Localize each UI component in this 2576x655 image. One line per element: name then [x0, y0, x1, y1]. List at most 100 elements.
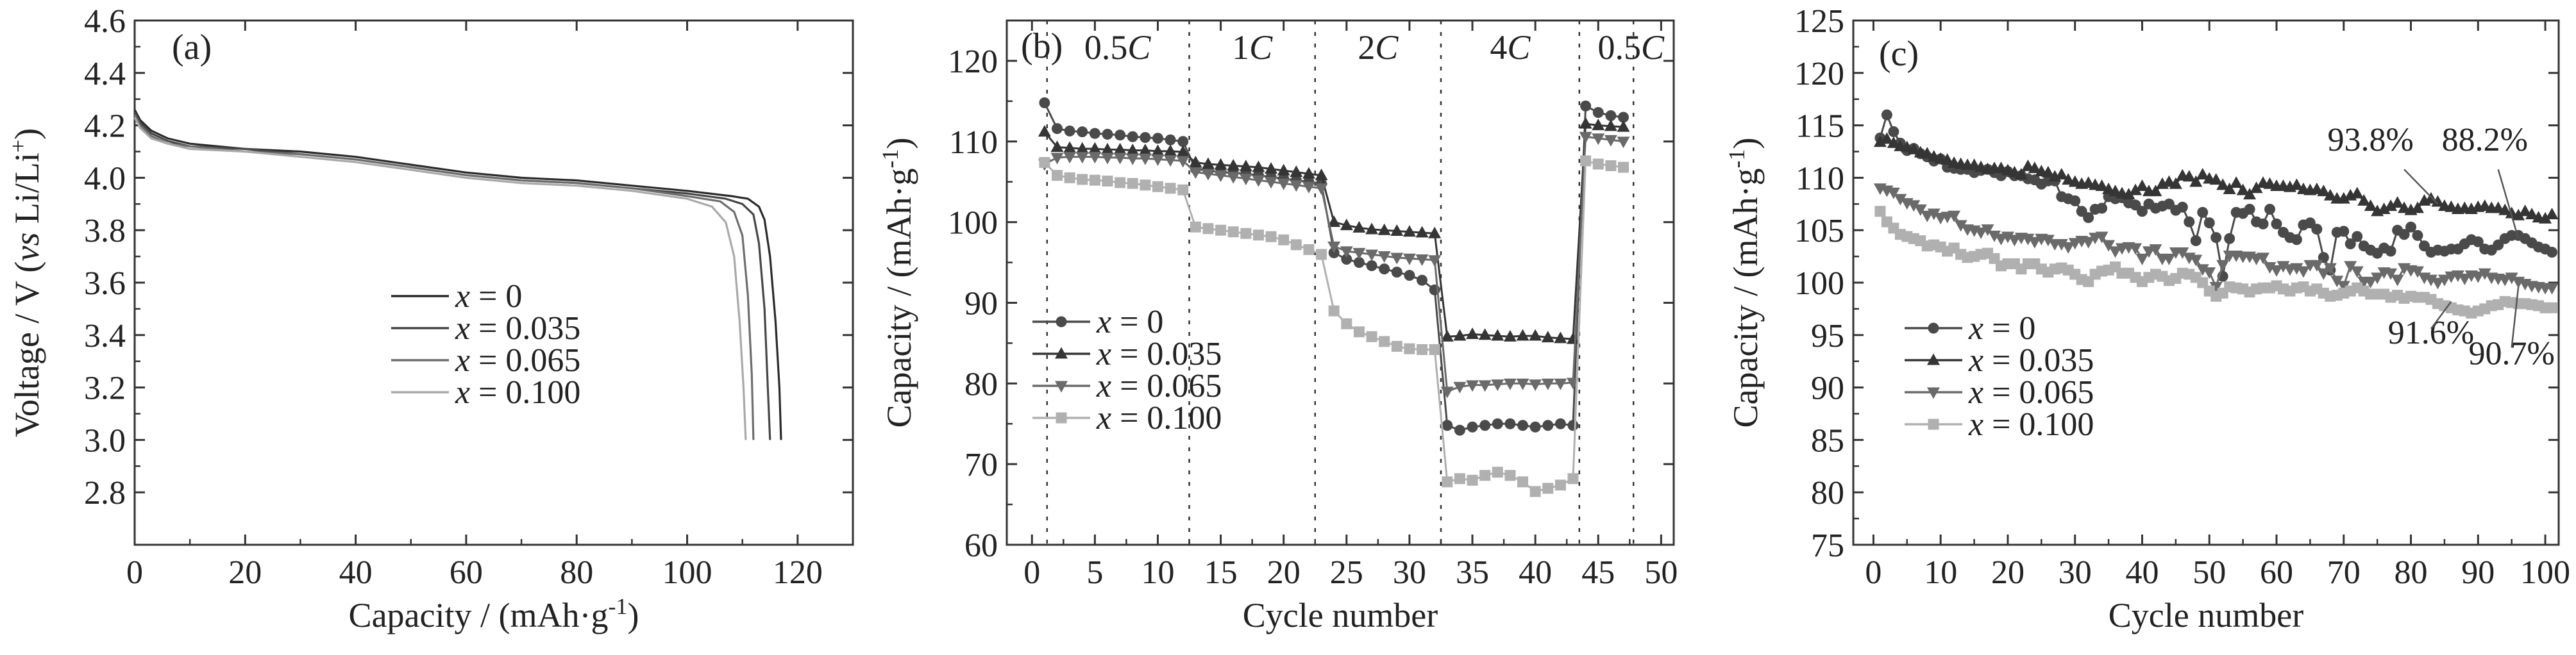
panel-c-series-0-point [2190, 235, 2201, 247]
panel-b-legend-var: x [1096, 304, 1111, 340]
panel-a-legend-eq: = 0.065 [470, 342, 580, 379]
panel-b-series-2-point [1377, 251, 1391, 263]
panel-c-series-1-point [2525, 208, 2539, 220]
panel-a-series-line-0 [133, 109, 782, 440]
panel-b-series-3-point [1391, 340, 1402, 352]
panel-b-rate-label: 2C [1358, 28, 1399, 67]
panel-b-series-0-point [1580, 100, 1592, 112]
panel-b-series-3-point [1215, 224, 1227, 236]
panel-c-series-2-point [2189, 254, 2203, 267]
panel-c-series-3-point [2197, 277, 2209, 288]
panel-b-x-tick-label: 35 [1456, 554, 1489, 591]
panel-c-series-3-point [1874, 206, 1886, 217]
panel-b-series-1-point [1327, 215, 1341, 228]
panel-b-series-3-point [1051, 170, 1063, 181]
panel-b-series-2-point [1063, 152, 1077, 164]
panel-b-rate-label-c: C [1641, 28, 1665, 67]
panel-c-series-1-point [2411, 201, 2424, 213]
panel-b-series-3-point [1252, 229, 1264, 241]
panel-c-series-1-point [2230, 176, 2243, 188]
panel-b-series-1-point [1579, 117, 1592, 129]
panel-b-series-1-point [1201, 157, 1215, 169]
panel-c-y-axis-label: Capacity / (mAh·g-1) [1724, 138, 1765, 428]
panel-c-series-2-point [2102, 240, 2116, 252]
panel-b-series-3-point [1341, 318, 1352, 329]
panel-b-series-2-point [1592, 133, 1605, 145]
panel-c-series-2-point [1974, 227, 1988, 239]
panel-b-series-1-point [1050, 140, 1064, 153]
panel-c-legend-marker [1928, 322, 1939, 334]
panel-b-series-3-point [1089, 174, 1100, 186]
panel-c-series-0-point [2472, 236, 2484, 247]
panel-c-series-1-point [2384, 199, 2398, 211]
panel-c-series-2-point [1981, 224, 1994, 236]
panel-b-rate-label: 4C [1490, 28, 1531, 67]
panel-c-series-2-point [1988, 230, 2001, 242]
panel-b-legend-var: x [1096, 400, 1111, 436]
panel-b-series-0-point [1417, 274, 1428, 286]
panel-c-x-tick-label: 100 [2520, 554, 2570, 591]
panel-b-series-3-point [1353, 326, 1365, 338]
panel-c-legend-marker [1928, 419, 1939, 430]
panel-b-series-1-point [1415, 226, 1429, 238]
panel-b-series-0-point [1529, 421, 1541, 433]
panel-c-series-1-point [2014, 167, 2028, 179]
panel-b-series-3-point [1165, 183, 1176, 194]
panel-c-series-0-point [2344, 238, 2356, 249]
panel-b-series-0-point [1479, 420, 1491, 431]
panel-b-series-1-point [1365, 222, 1379, 235]
panel-c-series-0-point [1881, 109, 1892, 120]
panel-c-series-0-point [2398, 229, 2410, 240]
panel-a-x-tick-label: 120 [773, 554, 823, 591]
panel-b-series-2-point [1604, 135, 1617, 147]
panel-c-series-2-point [2391, 274, 2404, 286]
panel-b-series-1-point [1138, 144, 1152, 156]
panel-c-series-2-point [2471, 271, 2485, 283]
panel-b-series-1-point [1592, 119, 1605, 131]
panel-c-series-2-point [2263, 261, 2277, 274]
panel-c-annotation-pointer [2430, 301, 2452, 329]
panel-c-label: (c) [1879, 34, 1919, 74]
panel-b-series-0-point [1177, 136, 1189, 147]
panel-b-series-0-point [1542, 420, 1554, 431]
panel-b-legend-label: x = 0.065 [1096, 368, 1222, 404]
panel-c-series-1-point [1940, 153, 1954, 165]
panel-b-series-1-point [1352, 220, 1366, 233]
panel-b-series-2-point [1491, 379, 1504, 392]
panel-b-legend-marker [1056, 412, 1067, 424]
panel-b-series-1-point [1277, 163, 1290, 176]
panel-b-x-axis-label: Cycle number [1243, 596, 1438, 634]
panel-b-series-1-point [1252, 160, 1265, 172]
panel-b-series-2-point [1075, 152, 1089, 164]
panel-c-series-2-point [2424, 274, 2437, 286]
panel-b-rate-chart: (b) 0 5 10 15 20 25 30 35 40 45 506070809010011012… [877, 19, 1678, 634]
panel-c-x-tick-label: 90 [2461, 554, 2495, 591]
panel-b-series-3-point [1618, 162, 1629, 173]
panel-c-legend-eq: = 0.100 [1983, 406, 2094, 443]
panel-c-y-tick-label: 100 [1794, 265, 1844, 302]
panel-b-x-tick-label: 40 [1519, 554, 1552, 591]
panel-b-x-tick-label: 25 [1330, 554, 1363, 591]
panel-b-rate-label-c: C [1375, 28, 1399, 67]
panel-c-series-1-point [1887, 136, 1900, 148]
panel-b-series-3-point [1102, 175, 1113, 187]
panel-c-series-1-point [2216, 178, 2230, 190]
panel-b-series-3-point [1442, 476, 1453, 488]
panel-b-series-2-point [1176, 156, 1190, 168]
panel-a-legend-label: x = 0.100 [455, 374, 580, 411]
panel-b-series-1-point [1227, 159, 1240, 171]
panel-c-retention-annotation: 93.8% [2328, 122, 2414, 158]
panel-c-series-0-point [2083, 212, 2094, 224]
panel-c-x-tick-label: 60 [2260, 554, 2293, 591]
panel-a-legend-eq: = 0.100 [470, 374, 580, 411]
panel-a-series-group [133, 109, 782, 440]
panel-b-x-tick-label: 5 [1086, 554, 1103, 591]
panel-c-x-tick-label: 80 [2395, 554, 2428, 591]
panel-c-y-tick-label: 120 [1794, 56, 1844, 92]
panel-c-y-tick-label: 80 [1811, 475, 1844, 511]
panel-b-series-2-point [1428, 255, 1442, 267]
panel-a-legend-var: x [455, 342, 470, 379]
panel-b-x-tick-label: 50 [1644, 554, 1678, 591]
panel-c-series-2-point [2109, 246, 2122, 258]
panel-c-series-1-point [2149, 185, 2162, 197]
